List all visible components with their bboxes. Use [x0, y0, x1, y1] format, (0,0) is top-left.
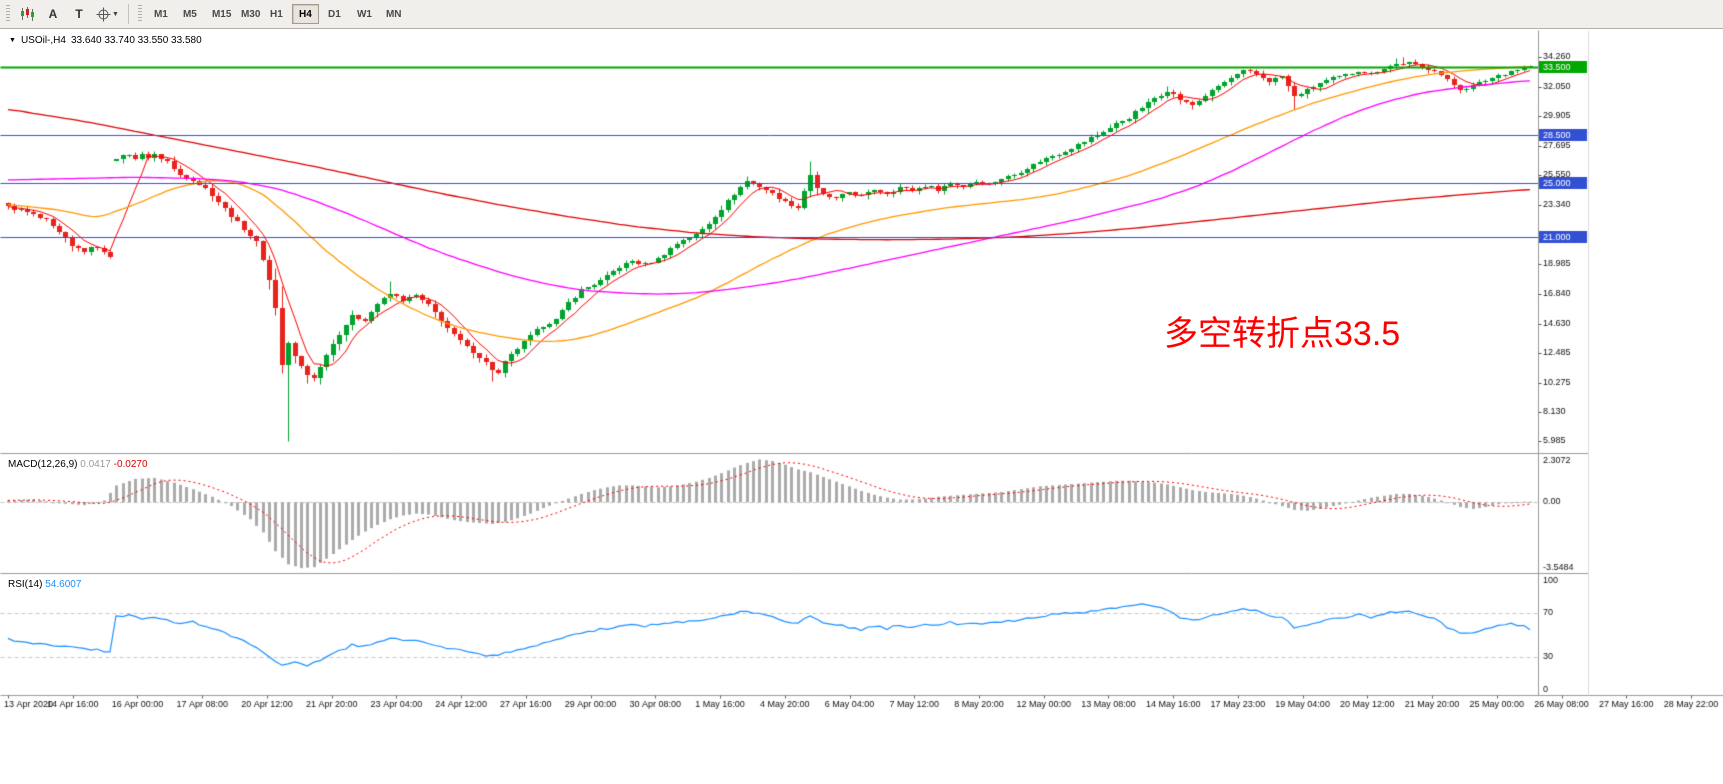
chart-symbol-period: USOil-,H4: [20, 35, 66, 46]
macd-main-value: 0.0417: [80, 459, 111, 470]
chart-canvas[interactable]: [0, 30, 1723, 720]
macd-indicator-label: MACD(12,26,9) 0.0417 -0.0270: [8, 459, 148, 470]
crosshair-tool-button[interactable]: ▼: [93, 3, 122, 25]
timeframe-button-mn[interactable]: MN: [379, 4, 406, 24]
chart-type-button[interactable]: [15, 3, 39, 25]
text-tool-glyph: T: [75, 7, 83, 21]
timeframe-button-m1[interactable]: M1: [147, 4, 174, 24]
rsi-value: 54.6007: [45, 579, 82, 590]
timeframe-button-m30[interactable]: M30: [234, 4, 261, 24]
timeframe-button-w1[interactable]: W1: [350, 4, 377, 24]
crosshair-icon: [96, 7, 111, 21]
toolbar: A T ▼ M1 M5 M15 M30 H1 H4 D1 W1 MN: [0, 0, 1723, 29]
text-label-tool-button[interactable]: A: [41, 3, 65, 25]
price-annotation-text: 多空转折点33.5: [1164, 315, 1401, 353]
timeframe-button-h4[interactable]: H4: [291, 4, 319, 24]
macd-name: MACD(12,26,9): [8, 459, 78, 470]
timeframe-button-h1[interactable]: H1: [263, 4, 290, 24]
chart-title: ▼ USOil-,H4 33.640 33.740 33.550 33.580: [9, 35, 202, 46]
chevron-down-icon: ▼: [112, 10, 119, 18]
timeframe-button-m15[interactable]: M15: [205, 4, 232, 24]
text-tool-button[interactable]: T: [67, 3, 91, 25]
toolbar-grip[interactable]: [6, 5, 10, 23]
timeframe-button-d1[interactable]: D1: [321, 4, 348, 24]
chart-dropdown-icon[interactable]: ▼: [9, 37, 16, 44]
macd-signal-value: -0.0270: [113, 459, 148, 470]
timeframes-grip[interactable]: [137, 5, 142, 23]
rsi-name: RSI(14): [8, 579, 43, 590]
text-label-tool-glyph: A: [48, 7, 58, 21]
candlestick-chart-icon: [21, 7, 34, 21]
timeframe-button-m5[interactable]: M5: [176, 4, 203, 24]
toolbar-separator: [127, 4, 129, 24]
chart-ohlc-values: 33.640 33.740 33.550 33.580: [70, 35, 202, 46]
rsi-indicator-label: RSI(14) 54.6007: [8, 579, 81, 590]
